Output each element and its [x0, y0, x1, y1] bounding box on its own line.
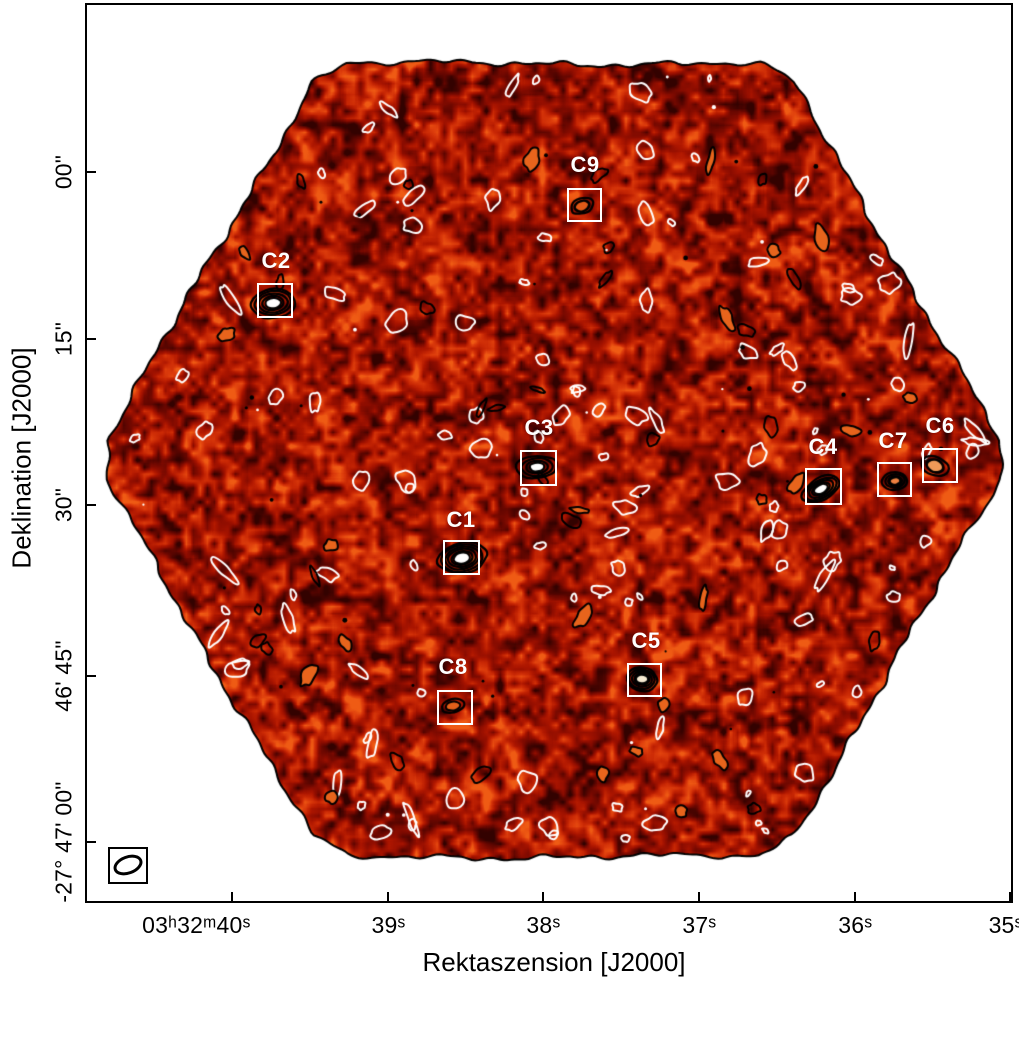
y-axis-tick — [87, 504, 96, 507]
source-box-C4 — [805, 468, 842, 505]
y-tick-label: 30" — [50, 488, 77, 523]
source-label-C4: C4 — [808, 434, 838, 459]
x-axis-tick — [542, 892, 545, 901]
beam-ellipse-icon — [113, 854, 143, 876]
source-box-C3 — [520, 450, 557, 486]
y-tick-label: 15" — [50, 321, 77, 356]
y-axis-title: Deklination [J2000] — [6, 347, 37, 569]
x-tick-label: 36ˢ — [838, 912, 873, 938]
y-axis-tick — [87, 675, 96, 678]
y-axis-tick — [87, 840, 96, 843]
x-axis-tick — [698, 892, 701, 901]
source-box-C9 — [567, 188, 602, 222]
beam-box — [108, 847, 148, 884]
x-axis-tick — [1009, 892, 1012, 901]
source-box-C6 — [922, 448, 958, 483]
x-axis-tick — [230, 892, 233, 901]
x-axis-tick — [387, 892, 390, 901]
y-tick-label: 46' 45" — [50, 640, 77, 712]
source-box-C2 — [257, 283, 293, 318]
source-box-C8 — [437, 690, 473, 725]
sky-map-canvas — [85, 3, 1013, 903]
source-label-C1: C1 — [446, 507, 476, 532]
source-label-C2: C2 — [261, 248, 291, 273]
y-axis-tick — [87, 171, 96, 174]
source-box-C7 — [877, 462, 912, 497]
source-box-C1 — [443, 540, 480, 575]
source-label-C6: C6 — [925, 413, 955, 438]
source-label-C5: C5 — [631, 628, 661, 653]
x-tick-label: 39ˢ — [371, 912, 406, 938]
x-tick-label: 38ˢ — [526, 912, 561, 938]
source-label-C9: C9 — [570, 152, 600, 177]
source-label-C7: C7 — [878, 428, 908, 453]
x-axis-title: Rektaszension [J2000] — [422, 947, 686, 977]
x-tick-label: 37ˢ — [682, 912, 717, 938]
source-box-C5 — [627, 663, 662, 697]
y-tick-label: 00" — [50, 155, 77, 190]
x-axis-tick — [854, 892, 857, 901]
source-label-C3: C3 — [524, 415, 554, 440]
x-tick-label: 03ʰ32ᵐ40ˢ — [142, 912, 251, 938]
source-label-C8: C8 — [438, 654, 468, 679]
y-tick-label: -27° 47' 00" — [50, 781, 77, 903]
y-axis-tick — [87, 337, 96, 340]
x-tick-label: 35ˢ — [988, 912, 1019, 938]
